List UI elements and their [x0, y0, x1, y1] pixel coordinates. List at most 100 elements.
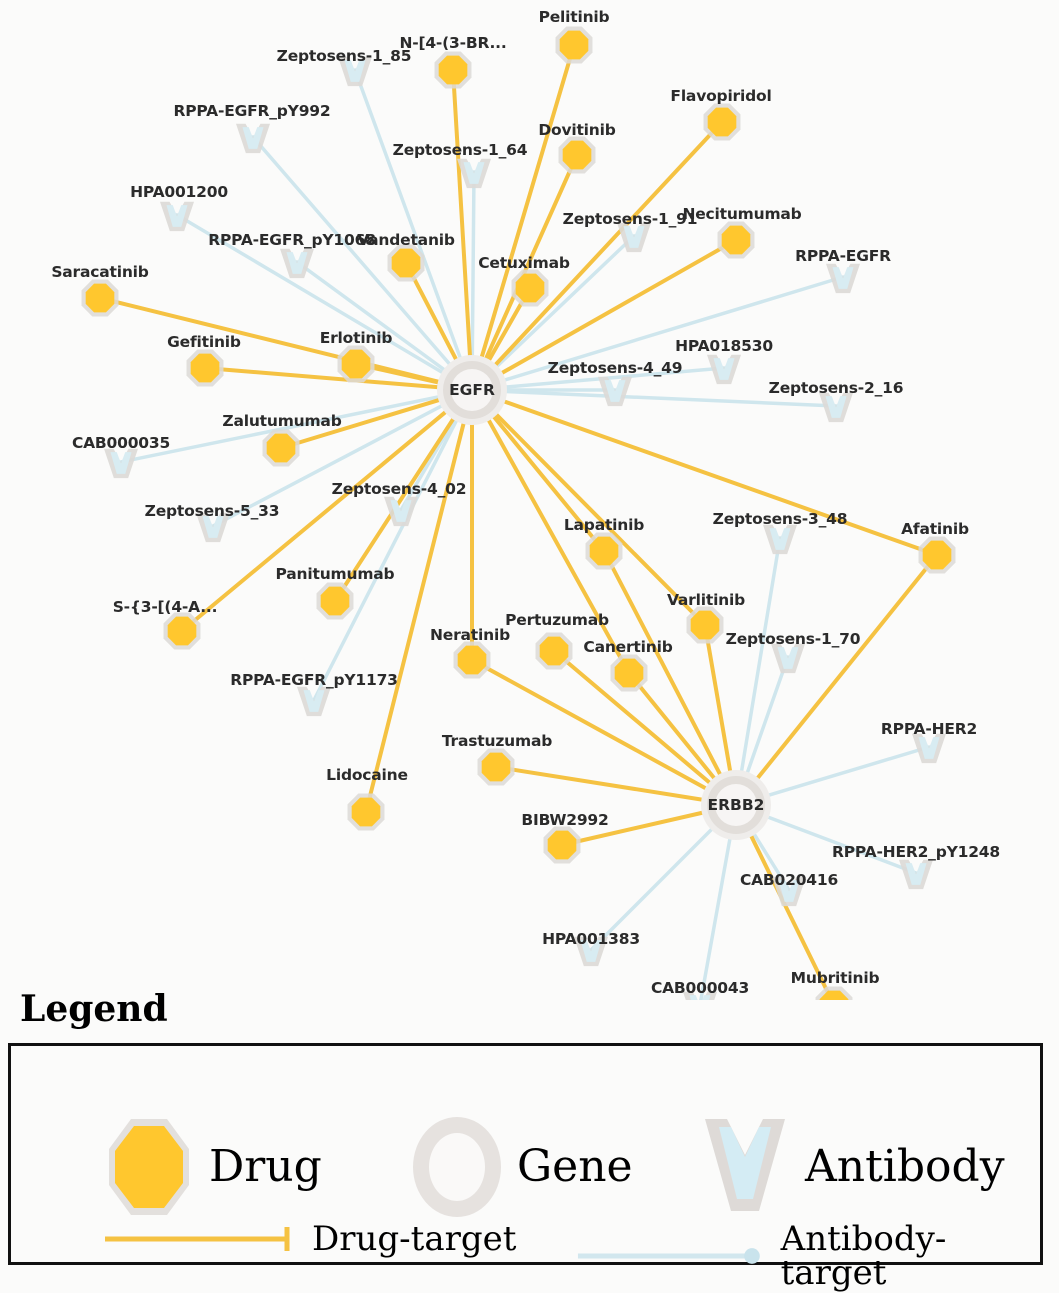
- antibody-node[interactable]: [707, 354, 741, 385]
- network-svg: [81, 26, 956, 1000]
- drug-node[interactable]: [511, 269, 549, 307]
- drug-node[interactable]: [815, 986, 853, 1000]
- drug-node[interactable]: [434, 51, 472, 89]
- gene-node-erbb2[interactable]: [701, 770, 771, 840]
- drug-node[interactable]: [558, 136, 596, 174]
- drug-target-edge: [481, 153, 579, 366]
- network-graph: Zeptosens-1_85 RPPA-EGFR_pY992 Zeptosens-1…: [51, 8, 1000, 1000]
- antibody-target-edge: [312, 414, 461, 702]
- drug-target-edge: [490, 408, 707, 627]
- drug-node[interactable]: [610, 654, 648, 692]
- drug-target-edge: [602, 549, 725, 782]
- antibody-node[interactable]: [598, 376, 632, 407]
- drug-node[interactable]: [337, 345, 375, 383]
- drug-node[interactable]: [585, 532, 623, 570]
- antibody-node[interactable]: [160, 201, 194, 232]
- antibody-target-edge: [761, 813, 918, 875]
- drug-node[interactable]: [535, 632, 573, 670]
- drug-node[interactable]: [186, 349, 224, 387]
- antibody-target-edge: [589, 823, 718, 952]
- legend-drug-target-label: Drug-target: [312, 1219, 517, 1259]
- legend-drug-label: Drug: [209, 1141, 322, 1192]
- antibody-node[interactable]: [457, 158, 491, 189]
- antibody-target-edge: [762, 745, 931, 799]
- antibody-node[interactable]: [826, 263, 860, 294]
- antibody-node[interactable]: [899, 859, 933, 890]
- antibody-target-edge: [470, 170, 476, 363]
- drug-target-edge: [494, 765, 710, 803]
- antibody-node[interactable]: [338, 56, 372, 87]
- gene-node-label: ERBB2: [707, 796, 765, 814]
- antibody-node[interactable]: [297, 686, 331, 717]
- drug-target-edge: [488, 410, 606, 553]
- drug-target-edge: [203, 366, 446, 390]
- antibody-node[interactable]: [819, 392, 853, 423]
- drug-target-edge: [279, 396, 447, 450]
- drug-target-edge: [552, 649, 716, 789]
- antibody-node[interactable]: [236, 123, 270, 154]
- drug-node[interactable]: [477, 748, 515, 786]
- drug-target-edge: [478, 43, 576, 365]
- drug-node[interactable]: [347, 793, 385, 831]
- drug-node[interactable]: [555, 26, 593, 64]
- antibody-target-edge: [295, 260, 451, 375]
- antibody-target-edge: [699, 831, 733, 1000]
- drug-node[interactable]: [918, 536, 956, 574]
- antibody-node[interactable]: [104, 448, 138, 479]
- drug-node[interactable]: [387, 244, 425, 282]
- legend-antibody-label: Antibody: [805, 1141, 1005, 1192]
- drug-target-edge: [746, 829, 834, 1000]
- antibody-target-edge: [175, 213, 449, 377]
- drug-target-edge: [470, 658, 713, 794]
- drug-target-edge: [489, 120, 724, 371]
- antibody-node[interactable]: [280, 248, 314, 279]
- antibody-target-edge: [119, 394, 446, 464]
- antibody-node[interactable]: [772, 876, 806, 907]
- drug-node[interactable]: [543, 826, 581, 864]
- legend-item-gene: Gene: [411, 1113, 633, 1221]
- drug-target-edge: [484, 413, 631, 675]
- drug-target-edge: [497, 397, 939, 557]
- legend-title: Legend: [20, 988, 168, 1030]
- drug-node[interactable]: [316, 582, 354, 620]
- gene-node-egfr[interactable]: [437, 355, 507, 425]
- antibody-node[interactable]: [384, 496, 418, 527]
- antibody-target-edge: [211, 401, 449, 528]
- antibody-node[interactable]: [574, 936, 608, 967]
- antibody-node[interactable]: [771, 643, 805, 674]
- drug-icon: [109, 1119, 189, 1215]
- drug-target-edge: [180, 406, 452, 633]
- drug-target-edge: [752, 553, 939, 785]
- legend-edge-row: Drug-target Antibody-target: [11, 1222, 1046, 1290]
- drug-node[interactable]: [81, 279, 119, 317]
- antibody-target-edge: [251, 135, 455, 370]
- legend-item-antibody: Antibody: [699, 1113, 1005, 1221]
- drug-node[interactable]: [703, 103, 741, 141]
- antibody-node[interactable]: [196, 512, 230, 543]
- antibody-target-edge: [353, 68, 464, 365]
- gene-node-label: EGFR: [449, 381, 495, 399]
- drug-target-edge: [495, 238, 738, 378]
- antibody-target-edge: [499, 389, 838, 408]
- drug-node[interactable]: [686, 606, 724, 644]
- antibody-target-edge: [743, 655, 790, 780]
- antibody-target-edge: [497, 275, 845, 384]
- antibody-node[interactable]: [617, 222, 651, 253]
- antibody-icon: [705, 1119, 785, 1211]
- antibody-node[interactable]: [683, 991, 717, 1000]
- drug-node[interactable]: [453, 641, 491, 679]
- legend-item-drug-target: Drug-target: [103, 1222, 516, 1256]
- drug-node[interactable]: [262, 429, 300, 467]
- legend-gene-label: Gene: [517, 1141, 633, 1192]
- drug-target-edge: [627, 671, 720, 785]
- antibody-target-edge-icon: [577, 1248, 760, 1264]
- antibody-target-edge: [491, 234, 636, 372]
- drug-node[interactable]: [163, 612, 201, 650]
- legend-item-drug: Drug: [103, 1113, 322, 1221]
- antibody-target-edge: [499, 366, 726, 390]
- drug-node[interactable]: [717, 221, 755, 259]
- legend: Legend Drug Gene: [0, 988, 1059, 1290]
- antibody-node[interactable]: [763, 524, 797, 555]
- legend-box: Drug Gene Antibody: [8, 1043, 1043, 1290]
- antibody-node[interactable]: [912, 733, 946, 764]
